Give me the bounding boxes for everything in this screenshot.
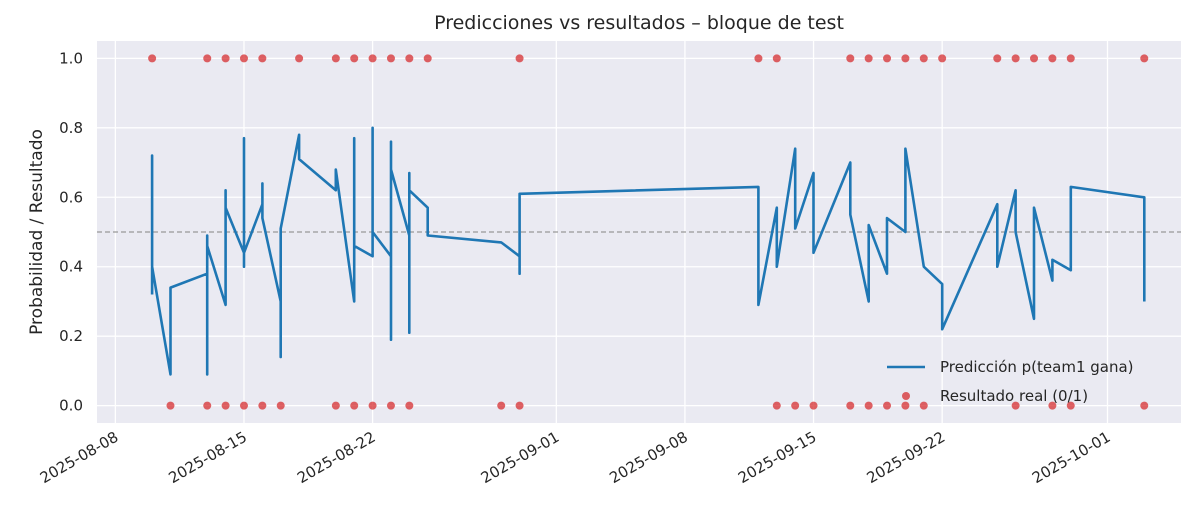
- result-point: [295, 54, 304, 63]
- result-point: [772, 401, 781, 410]
- result-point: [883, 54, 892, 63]
- result-point: [1048, 401, 1057, 410]
- result-point: [166, 401, 175, 410]
- result-point: [1011, 54, 1020, 63]
- chart-title: Predicciones vs resultados – bloque de t…: [434, 12, 844, 34]
- result-point: [772, 54, 781, 63]
- result-point: [864, 54, 873, 63]
- result-point: [993, 54, 1002, 63]
- y-tick-label: 0.4: [59, 258, 83, 276]
- result-point: [203, 54, 212, 63]
- result-point: [919, 401, 928, 410]
- y-tick-label: 0.6: [59, 188, 83, 206]
- result-point: [515, 401, 524, 410]
- result-point: [1066, 401, 1075, 410]
- legend-dot-swatch: [902, 392, 910, 400]
- result-point: [846, 401, 855, 410]
- y-axis-ticks: 0.0 0.2 0.4 0.6 0.8 1.0: [59, 49, 83, 414]
- result-point: [258, 54, 267, 63]
- result-point: [221, 401, 230, 410]
- result-point: [221, 54, 230, 63]
- legend-label-prediction: Predicción p(team1 gana): [940, 358, 1134, 376]
- result-point: [864, 401, 873, 410]
- result-point: [1048, 54, 1057, 63]
- result-point: [901, 54, 910, 63]
- legend: Predicción p(team1 gana) Resultado real …: [887, 358, 1134, 405]
- result-point: [1030, 54, 1039, 63]
- result-point: [809, 401, 818, 410]
- result-point: [386, 401, 395, 410]
- result-point: [368, 54, 377, 63]
- y-tick-label: 0.2: [59, 327, 83, 345]
- y-tick-label: 0.0: [59, 397, 83, 415]
- result-point: [1011, 401, 1020, 410]
- result-point: [331, 54, 340, 63]
- result-point: [515, 54, 524, 63]
- result-point: [203, 401, 212, 410]
- legend-label-result: Resultado real (0/1): [940, 387, 1088, 405]
- result-point: [497, 401, 506, 410]
- result-point: [1066, 54, 1075, 63]
- result-point: [350, 401, 359, 410]
- result-point: [276, 401, 285, 410]
- result-point: [331, 401, 340, 410]
- result-point: [350, 54, 359, 63]
- result-point: [1140, 54, 1149, 63]
- result-point: [405, 401, 414, 410]
- result-point: [901, 401, 910, 410]
- result-point: [148, 54, 157, 63]
- y-axis-title: Probabilidad / Resultado: [27, 129, 47, 335]
- result-point: [405, 54, 414, 63]
- y-tick-label: 1.0: [59, 49, 83, 67]
- result-point: [883, 401, 892, 410]
- result-series: [148, 54, 1149, 410]
- result-point: [754, 54, 763, 63]
- result-point: [846, 54, 855, 63]
- result-point: [423, 54, 432, 63]
- y-tick-label: 0.8: [59, 119, 83, 137]
- result-point: [258, 401, 267, 410]
- result-point: [386, 54, 395, 63]
- prediction-series: [150, 126, 1146, 376]
- result-point: [368, 401, 377, 410]
- prediction-line: [150, 126, 1146, 376]
- result-point: [919, 54, 928, 63]
- result-point: [1140, 401, 1149, 410]
- result-point: [938, 54, 947, 63]
- result-point: [239, 54, 248, 63]
- result-point: [239, 401, 248, 410]
- result-point: [791, 401, 800, 410]
